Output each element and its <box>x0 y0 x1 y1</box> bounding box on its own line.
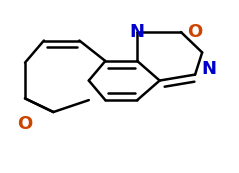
Text: O: O <box>187 23 203 41</box>
Text: O: O <box>17 115 33 133</box>
Text: N: N <box>130 23 145 41</box>
Text: N: N <box>202 61 217 79</box>
